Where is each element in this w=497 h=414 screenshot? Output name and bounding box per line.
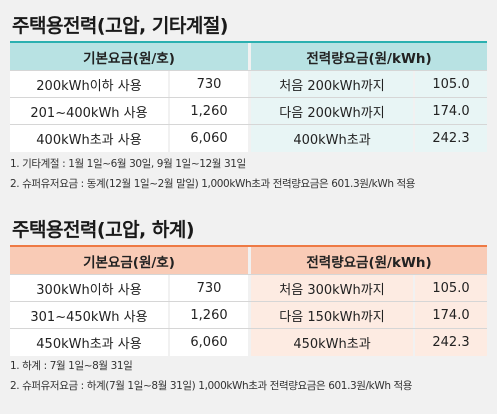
footnote-season: 1. 하계 : 7월 1일~8월 31일 bbox=[10, 360, 133, 372]
rate-table: 기본요금(원/호) 전력량요금(원/kWh) 300kWh이하 사용 730 처… bbox=[10, 247, 487, 356]
basic-fee-header: 기본요금(원/호) bbox=[10, 247, 248, 274]
basic-tier-label: 450kWh초과 사용 bbox=[10, 329, 168, 356]
offseason-section: 주택용전력(고압, 기타계절) 기본요금(원/호) 전력량요금(원/kWh) 2… bbox=[10, 15, 490, 194]
table-row: 201~400kWh 사용 1,260 다음 200kWh까지 174.0 bbox=[10, 98, 487, 125]
table-header-row: 기본요금(원/호) 전력량요금(원/kWh) bbox=[10, 247, 487, 275]
basic-tier-value: 6,060 bbox=[170, 329, 248, 356]
energy-tier-value: 242.3 bbox=[415, 125, 487, 152]
table-row: 400kWh초과 사용 6,060 400kWh초과 242.3 bbox=[10, 125, 487, 152]
rate-table: 기본요금(원/호) 전력량요금(원/kWh) 200kWh이하 사용 730 처… bbox=[10, 43, 487, 152]
table-row: 450kWh초과 사용 6,060 450kWh초과 242.3 bbox=[10, 329, 487, 356]
basic-tier-label: 400kWh초과 사용 bbox=[10, 125, 168, 152]
footnote-superuser: 2. 슈퍼유저요금 : 하계(7월 1일~8월 31일) 1,000kWh초과 … bbox=[10, 380, 413, 392]
section-title: 주택용전력(고압, 하계) bbox=[12, 219, 195, 241]
basic-tier-label: 201~400kWh 사용 bbox=[10, 98, 168, 124]
energy-tier-label: 다음 150kWh까지 bbox=[251, 302, 413, 328]
energy-tier-value: 174.0 bbox=[415, 98, 487, 124]
basic-tier-value: 1,260 bbox=[170, 302, 248, 328]
section-title: 주택용전력(고압, 기타계절) bbox=[12, 15, 228, 37]
table-header-row: 기본요금(원/호) 전력량요금(원/kWh) bbox=[10, 43, 487, 71]
table-row: 200kWh이하 사용 730 처음 200kWh까지 105.0 bbox=[10, 71, 487, 98]
summer-section: 주택용전력(고압, 하계) 기본요금(원/호) 전력량요금(원/kWh) 300… bbox=[0, 209, 497, 414]
basic-tier-value: 6,060 bbox=[170, 125, 248, 152]
energy-tier-label: 처음 300kWh까지 bbox=[251, 275, 413, 301]
energy-fee-header: 전력량요금(원/kWh) bbox=[251, 43, 487, 70]
energy-tier-value: 242.3 bbox=[415, 329, 487, 356]
energy-tier-label: 450kWh초과 bbox=[251, 329, 413, 356]
energy-tier-value: 105.0 bbox=[415, 71, 487, 97]
title-underline bbox=[10, 245, 487, 247]
energy-tier-label: 400kWh초과 bbox=[251, 125, 413, 152]
footnote-season: 1. 기타계절 : 1월 1일~6월 30일, 9월 1일~12월 31일 bbox=[10, 158, 246, 170]
table-row: 300kWh이하 사용 730 처음 300kWh까지 105.0 bbox=[10, 275, 487, 302]
energy-tier-value: 105.0 bbox=[415, 275, 487, 301]
energy-tier-label: 다음 200kWh까지 bbox=[251, 98, 413, 124]
footnotes: 1. 기타계절 : 1월 1일~6월 30일, 9월 1일~12월 31일 2.… bbox=[10, 154, 490, 194]
title-underline bbox=[10, 41, 487, 43]
energy-tier-label: 처음 200kWh까지 bbox=[251, 71, 413, 97]
basic-tier-value: 1,260 bbox=[170, 98, 248, 124]
basic-tier-value: 730 bbox=[170, 275, 248, 301]
basic-tier-label: 300kWh이하 사용 bbox=[10, 275, 168, 301]
footnotes: 1. 하계 : 7월 1일~8월 31일 2. 슈퍼유저요금 : 하계(7월 1… bbox=[10, 356, 490, 396]
basic-tier-value: 730 bbox=[170, 71, 248, 97]
footnote-superuser: 2. 슈퍼유저요금 : 동계(12월 1일~2월 말일) 1,000kWh초과 … bbox=[10, 178, 416, 190]
energy-fee-header: 전력량요금(원/kWh) bbox=[251, 247, 487, 274]
basic-fee-header: 기본요금(원/호) bbox=[10, 43, 248, 70]
energy-tier-value: 174.0 bbox=[415, 302, 487, 328]
basic-tier-label: 301~450kWh 사용 bbox=[10, 302, 168, 328]
basic-tier-label: 200kWh이하 사용 bbox=[10, 71, 168, 97]
table-row: 301~450kWh 사용 1,260 다음 150kWh까지 174.0 bbox=[10, 302, 487, 329]
